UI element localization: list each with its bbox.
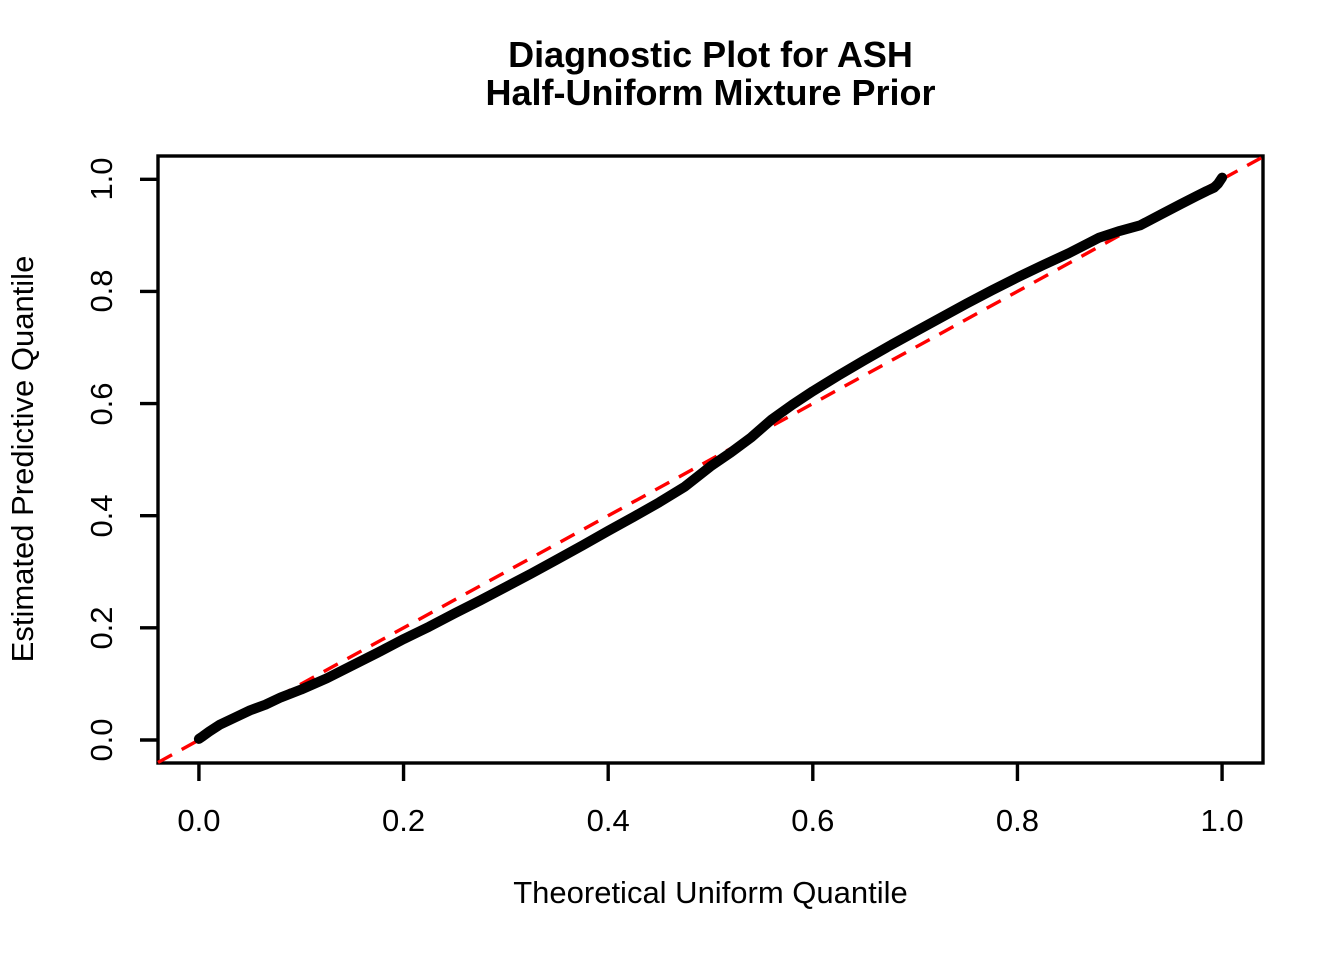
y-tick-label: 1.0 xyxy=(84,157,119,201)
y-tick-label: 0.8 xyxy=(84,269,119,313)
y-tick-label: 0.4 xyxy=(84,494,119,538)
x-tick-label: 0.0 xyxy=(177,803,221,838)
x-tick-label: 0.8 xyxy=(995,803,1039,838)
plot-box xyxy=(156,154,1265,765)
chart-title-line-2: Half-Uniform Mixture Prior xyxy=(485,72,936,113)
y-tick-label: 0.2 xyxy=(84,606,119,650)
y-axis-label: Estimated Predictive Quantile xyxy=(5,255,40,663)
qq-curve xyxy=(193,172,1228,744)
chart-title-line-1: Diagnostic Plot for ASH xyxy=(508,34,913,75)
x-tick-label: 0.6 xyxy=(791,803,835,838)
x-axis-label: Theoretical Uniform Quantile xyxy=(513,875,908,910)
reference-line xyxy=(157,155,1264,764)
chart-title: Diagnostic Plot for ASH Half-Uniform Mix… xyxy=(158,36,1263,112)
y-tick-label: 0.6 xyxy=(84,382,119,426)
x-tick-label: 1.0 xyxy=(1200,803,1244,838)
x-tick-label: 0.4 xyxy=(586,803,630,838)
y-tick-label: 0.0 xyxy=(84,718,119,762)
x-tick-label: 0.2 xyxy=(381,803,426,838)
